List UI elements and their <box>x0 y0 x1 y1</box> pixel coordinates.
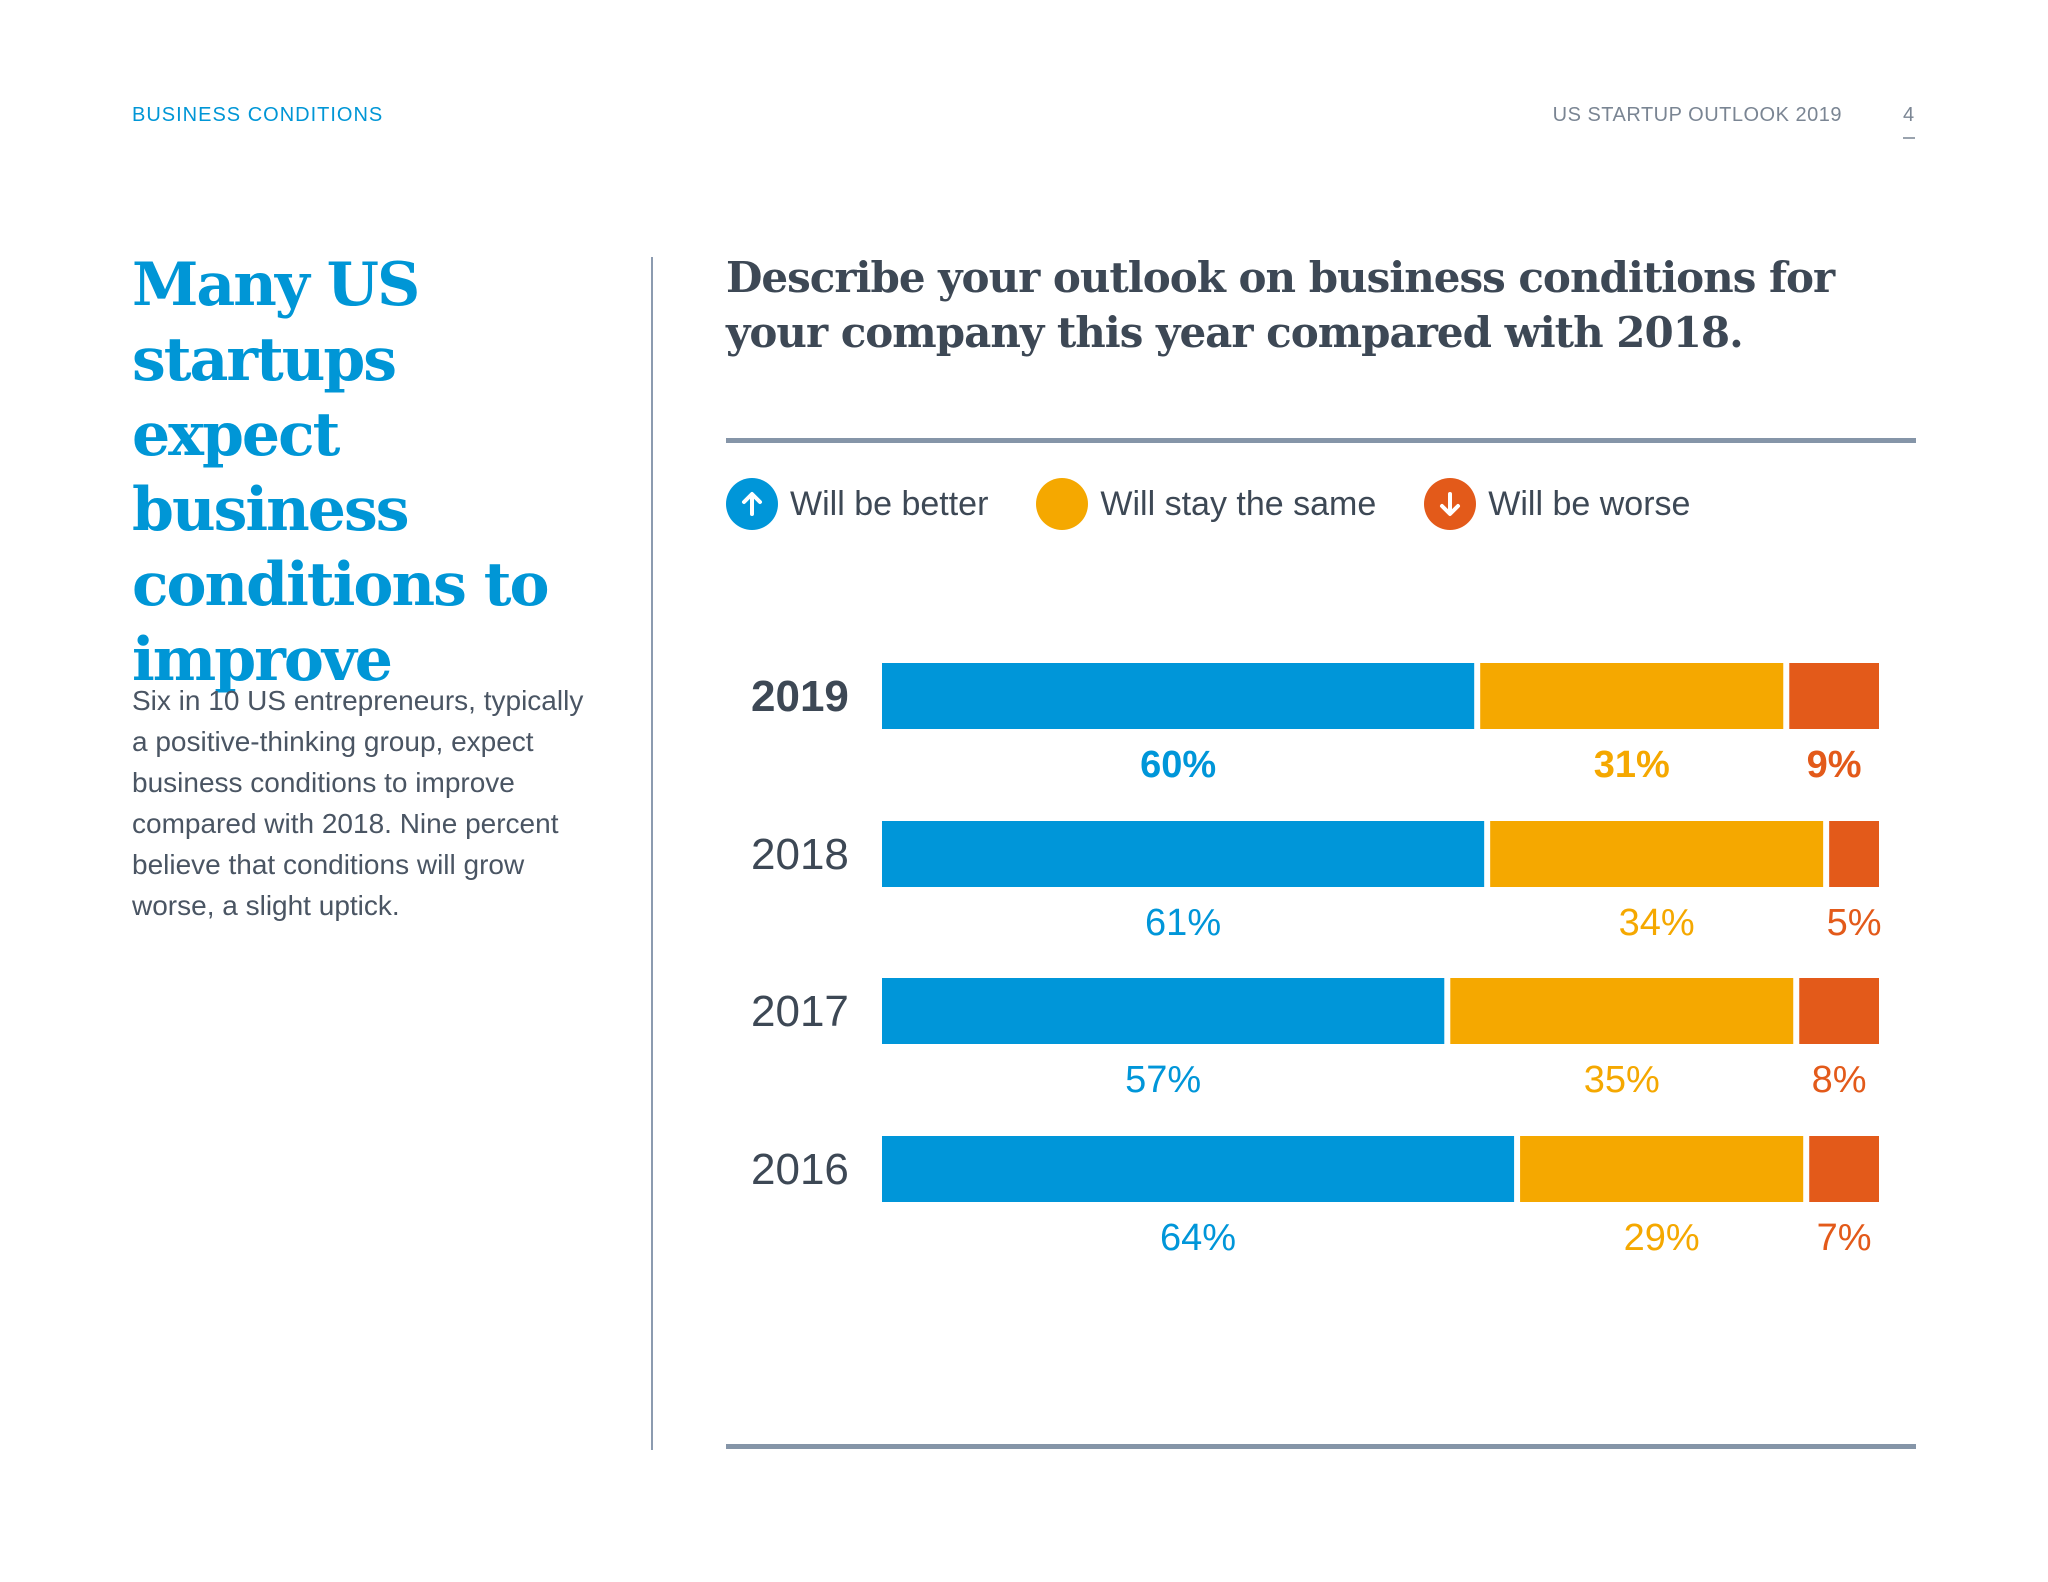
legend-item: Will be better <box>726 478 988 530</box>
bar-segment <box>882 1136 1515 1202</box>
page-number: 4 <box>1903 104 1915 126</box>
legend-label: Will be worse <box>1488 484 1691 523</box>
year-label: 2017 <box>751 987 849 1036</box>
bar-segment <box>882 821 1485 887</box>
bar-segment <box>1490 821 1824 887</box>
data-label: 61% <box>1145 902 1221 944</box>
legend-label: Will stay the same <box>1100 484 1377 523</box>
report-title: US STARTUP OUTLOOK 2019 <box>1552 104 1842 126</box>
data-label: 34% <box>1619 902 1695 944</box>
bar-segment <box>1829 821 1879 887</box>
legend-item: Will be worse <box>1424 478 1690 530</box>
data-label: 7% <box>1817 1217 1872 1259</box>
legend: Will be better Will stay the same Will be … <box>726 478 1738 530</box>
section-label: BUSINESS CONDITIONS <box>132 104 384 126</box>
bar-segment <box>1799 978 1879 1044</box>
top-rule <box>726 438 1916 443</box>
vertical-divider <box>651 257 653 1450</box>
chart-title: Describe your outlook on business condit… <box>726 253 1835 357</box>
bottom-rule <box>726 1444 1916 1449</box>
bar-segment <box>882 978 1445 1044</box>
year-label: 2016 <box>751 1145 849 1194</box>
data-label: 64% <box>1160 1217 1236 1259</box>
bar-segment <box>1809 1136 1879 1202</box>
body-text: Six in 10 US entrepreneurs, typically a … <box>132 685 584 921</box>
data-label: 5% <box>1827 902 1882 944</box>
data-label: 9% <box>1807 744 1862 786</box>
arrow-down-icon <box>1424 478 1477 530</box>
data-label: 57% <box>1125 1059 1201 1101</box>
year-label: 2018 <box>751 830 849 879</box>
data-label: 60% <box>1140 744 1216 786</box>
legend-item: Will stay the same <box>1036 478 1376 530</box>
data-label: 31% <box>1594 744 1670 786</box>
legend-label: Will be better <box>790 484 989 523</box>
bar-segment <box>1520 1136 1804 1202</box>
headline: Many US startups expect business conditi… <box>132 250 549 695</box>
page-number-underline <box>1903 137 1915 139</box>
bar-segment <box>1480 663 1784 729</box>
arrow-up-icon <box>726 478 778 530</box>
bar-segment <box>1450 978 1794 1044</box>
circle-icon <box>1036 478 1089 530</box>
data-label: 8% <box>1812 1059 1867 1101</box>
data-label: 35% <box>1584 1059 1660 1101</box>
data-label: 29% <box>1624 1217 1700 1259</box>
bar-segment <box>882 663 1475 729</box>
year-label: 2019 <box>751 672 849 721</box>
bar-segment <box>1789 663 1879 729</box>
